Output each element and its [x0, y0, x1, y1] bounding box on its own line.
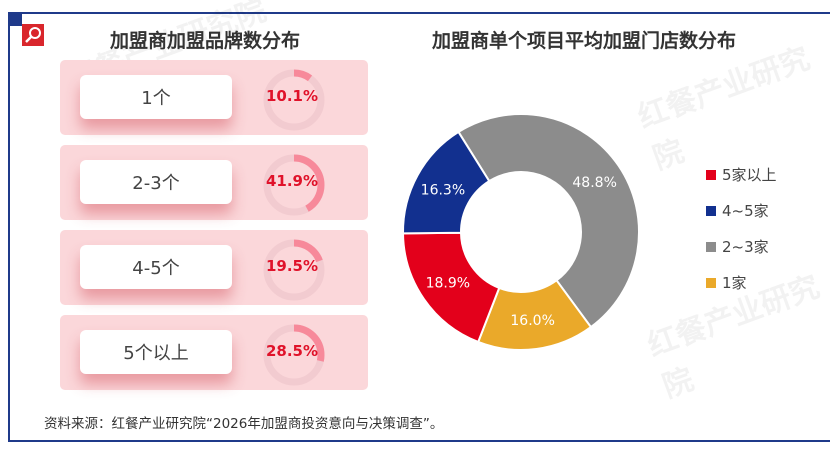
brand-count-row: 5个以上 28.5%	[60, 315, 368, 390]
legend-item: 2~3家	[706, 236, 769, 257]
progress-ring-fill	[263, 324, 325, 386]
progress-ring	[263, 69, 325, 131]
legend-swatch	[706, 241, 716, 252]
brand-count-row: 4-5个 19.5%	[60, 230, 368, 305]
donut-data-label: 48.8%	[572, 175, 616, 191]
donut-slice	[402, 130, 491, 235]
brand-count-percent: 41.9%	[265, 172, 319, 190]
progress-ring-fill	[263, 154, 325, 216]
brand-count-percent: 19.5%	[265, 257, 319, 275]
brand-count-label: 5个以上	[80, 330, 232, 374]
logo-magnifier-icon	[22, 24, 44, 46]
donut-data-label: 16.3%	[421, 182, 465, 198]
brand-count-row: 2-3个 41.9%	[60, 145, 368, 220]
donut-data-label: 16.0%	[510, 313, 554, 329]
legend-swatch	[706, 205, 716, 216]
donut-slice	[457, 113, 640, 329]
legend-item: 5家以上	[706, 164, 777, 185]
progress-ring-fill	[263, 69, 325, 131]
source-note: 资料来源：红餐产业研究院“2026年加盟商投资意向与决策调查”。	[44, 416, 444, 432]
brand-count-label: 4-5个	[80, 245, 232, 289]
brand-count-percent: 10.1%	[265, 87, 319, 105]
donut-data-label: 18.9%	[426, 276, 470, 292]
frame-border	[8, 12, 830, 442]
brand-count-label: 2-3个	[80, 160, 232, 204]
progress-ring	[263, 239, 325, 301]
progress-ring	[263, 154, 325, 216]
brand-count-percent: 28.5%	[265, 342, 319, 360]
progress-ring	[263, 324, 325, 386]
legend-item: 1家	[706, 272, 747, 293]
legend-item: 4~5家	[706, 200, 769, 221]
left-title: 加盟商加盟品牌数分布	[110, 30, 301, 52]
corner-mark	[8, 12, 22, 26]
progress-ring-fill	[263, 239, 325, 301]
brand-count-row: 1个 10.1%	[60, 60, 368, 135]
legend-swatch	[706, 277, 716, 288]
legend-swatch	[706, 169, 716, 180]
chart-title: 加盟商单个项目平均加盟门店数分布	[432, 30, 737, 52]
brand-count-label: 1个	[80, 75, 232, 119]
legend-label: 1家	[722, 274, 747, 292]
legend-label: 5家以上	[722, 166, 777, 184]
legend-label: 4~5家	[722, 202, 769, 220]
legend-label: 2~3家	[722, 238, 769, 256]
